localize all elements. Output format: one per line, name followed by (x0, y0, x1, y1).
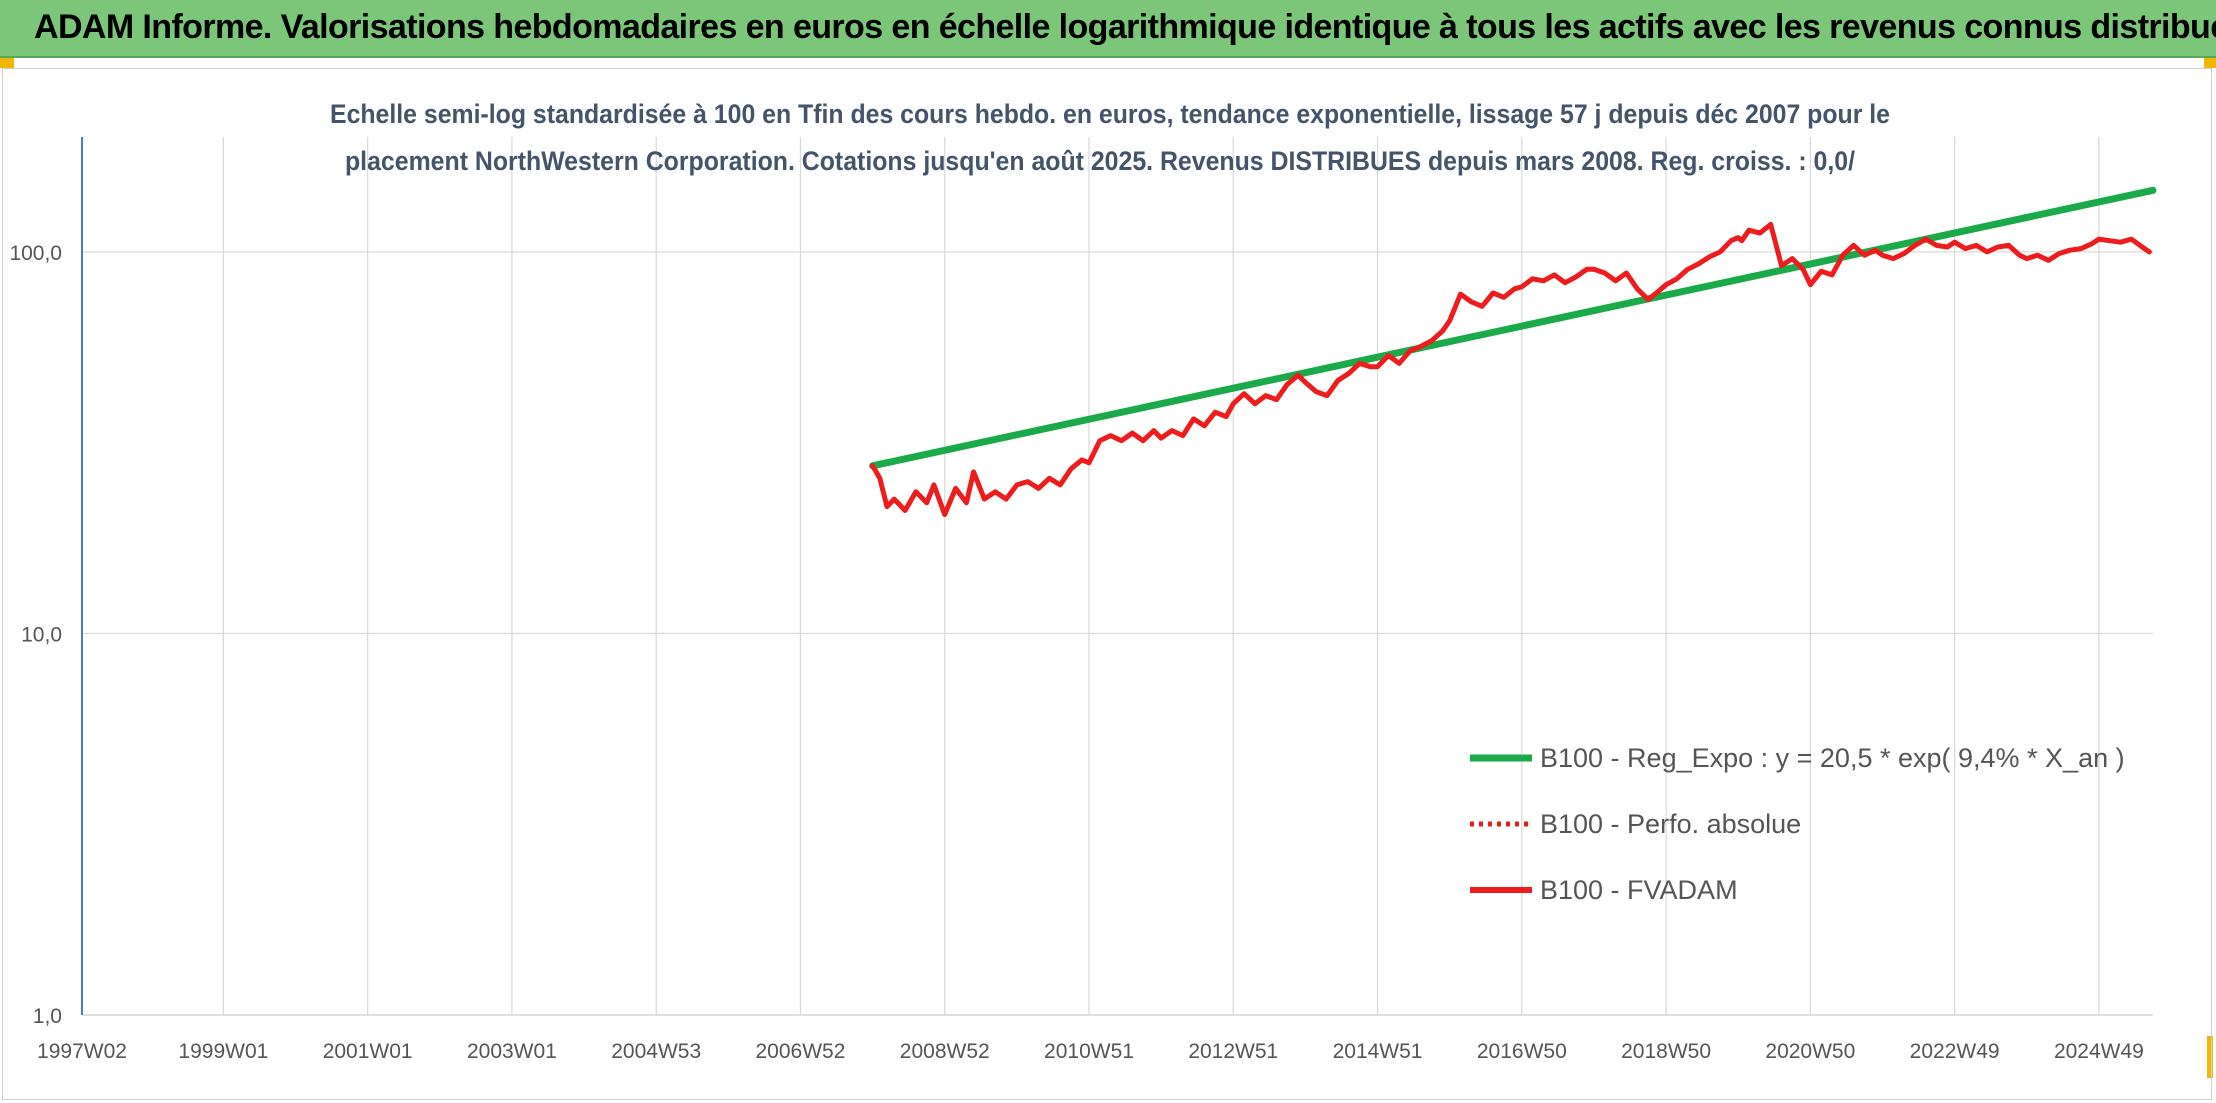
header-banner: ADAM Informe. Valorisations hebdomadaire… (0, 0, 2216, 58)
y-tick-label: 10,0 (21, 623, 62, 646)
x-tick-label: 2020W50 (1765, 1040, 1855, 1063)
corner-accent-right (2204, 58, 2216, 68)
y-tick-labels: 1,0 10,0 100,0 (9, 242, 62, 1028)
series (869, 186, 2157, 517)
x-tick-labels: 1997W02 1999W01 2001W01 2003W01 2004W53 2006W… (37, 1040, 2144, 1063)
legend-label-fvadam: B100 - FVADAM (1540, 875, 1738, 905)
x-tick-label: 2008W52 (900, 1040, 990, 1063)
x-tick-label: 2022W49 (1910, 1040, 2000, 1063)
y-tick-label: 1,0 (33, 1005, 62, 1028)
y-tick-label: 100,0 (9, 242, 62, 265)
grid (81, 137, 2153, 1016)
chart-subtitle-line-1: Echelle semi-log standardisée à 100 en T… (330, 99, 1890, 129)
trend-line (869, 186, 2157, 470)
x-tick-label: 2012W51 (1188, 1040, 1278, 1063)
chart-subtitle-line-2: placement NorthWestern Corporation. Cota… (345, 146, 1855, 176)
corner-accent-left (0, 58, 14, 68)
x-tick-label: 2016W50 (1477, 1040, 1567, 1063)
x-tick-label: 2003W01 (467, 1040, 557, 1063)
x-tick-label: 2024W49 (2054, 1040, 2144, 1063)
x-tick-label: 2006W52 (756, 1040, 846, 1063)
fvadam-line (870, 221, 2152, 517)
chart-frame (2, 68, 2212, 1100)
x-tick-label: 2010W51 (1044, 1040, 1134, 1063)
corner-accent-bottom-right (2207, 1036, 2213, 1078)
x-tick-label: 1997W02 (37, 1040, 127, 1063)
x-tick-label: 2004W53 (611, 1040, 701, 1063)
report-title: ADAM Informe. Valorisations hebdomadaire… (34, 8, 2216, 46)
legend-label-trend: B100 - Reg_Expo : y = 20,5 * exp( 9,4% *… (1540, 743, 2125, 773)
legend: B100 - Reg_Expo : y = 20,5 * exp( 9,4% *… (1470, 743, 2125, 905)
legend-label-perfo: B100 - Perfo. absolue (1540, 809, 1801, 839)
x-tick-label: 2018W50 (1621, 1040, 1711, 1063)
x-tick-label: 1999W01 (178, 1040, 268, 1063)
x-tick-label: 2014W51 (1333, 1040, 1423, 1063)
x-tick-label: 2001W01 (323, 1040, 413, 1063)
